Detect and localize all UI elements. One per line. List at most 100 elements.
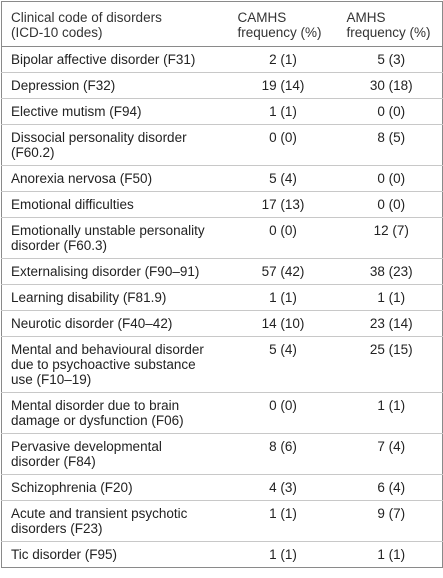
disorder-name: Emotionally unstable personality xyxy=(11,223,205,238)
disorder-name: Mental and behavioural disorder xyxy=(11,342,204,357)
disorder-name: Neurotic disorder (F40–42) xyxy=(11,316,173,331)
table-row: Depression (F32) 19 (14) 30 (18) xyxy=(1,72,443,99)
amhs-frequency: 30 (18) xyxy=(340,72,443,99)
amhs-frequency: 8 (5) xyxy=(340,124,443,166)
header-text: frequency (%) xyxy=(346,25,431,40)
camhs-frequency: 5 (4) xyxy=(225,336,341,393)
disorder-name: Depression (F32) xyxy=(11,78,116,93)
header-text: Clinical code of disorders xyxy=(11,10,162,25)
disorder-name: disorder (F84) xyxy=(11,454,96,469)
disorder-name: Bipolar affective disorder (F31) xyxy=(11,52,196,67)
disorder-name: Anorexia nervosa (F50) xyxy=(11,171,153,186)
disorder-cell: Acute and transient psychotic disorders (… xyxy=(1,500,226,542)
table-body: Bipolar affective disorder (F31) 2 (1) 5 (… xyxy=(1,46,443,568)
disorder-cell: Tic disorder (F95) xyxy=(1,541,226,568)
camhs-frequency: 0 (0) xyxy=(225,124,341,166)
amhs-frequency: 12 (7) xyxy=(340,217,443,259)
camhs-frequency: 1 (1) xyxy=(225,284,341,311)
camhs-frequency: 0 (0) xyxy=(225,392,341,434)
disorder-name: Elective mutism (F94) xyxy=(11,104,142,119)
camhs-frequency: 19 (14) xyxy=(225,72,341,99)
amhs-frequency: 0 (0) xyxy=(340,191,443,218)
disorder-cell: Bipolar affective disorder (F31) xyxy=(1,46,226,73)
amhs-frequency: 7 (4) xyxy=(340,433,443,475)
disorder-cell: Mental and behavioural disorder due to ps… xyxy=(1,336,226,393)
table-row: Elective mutism (F94) 1 (1) 0 (0) xyxy=(1,98,443,125)
camhs-frequency: 57 (42) xyxy=(225,258,341,285)
amhs-frequency: 1 (1) xyxy=(340,284,443,311)
amhs-frequency: 23 (14) xyxy=(340,310,443,337)
disorder-cell: Externalising disorder (F90–91) xyxy=(1,258,226,285)
disorder-name: Pervasive developmental xyxy=(11,439,162,454)
camhs-frequency: 4 (3) xyxy=(225,474,341,501)
amhs-frequency: 0 (0) xyxy=(340,165,443,192)
table-row: Learning disability (F81.9) 1 (1) 1 (1) xyxy=(1,284,443,311)
disorder-name: Emotional difficulties xyxy=(11,197,134,212)
disorder-name: disorder (F60.3) xyxy=(11,238,108,253)
table-row: Acute and transient psychotic disorders (… xyxy=(1,500,443,542)
header-cell: Clinical code of disorders (ICD-10 codes) xyxy=(1,1,226,47)
amhs-frequency: 38 (23) xyxy=(340,258,443,285)
table-row: Externalising disorder (F90–91) 57 (42) 38… xyxy=(1,258,443,285)
disorder-cell: Learning disability (F81.9) xyxy=(1,284,226,311)
header-text: AMHS xyxy=(346,10,386,25)
disorder-name: damage or dysfunction (F06) xyxy=(11,413,184,428)
disorder-cell: Emotional difficulties xyxy=(1,191,226,218)
disorders-table: Clinical code of disorders (ICD-10 codes)… xyxy=(1,1,443,568)
amhs-frequency: 1 (1) xyxy=(340,392,443,434)
disorder-name: Acute and transient psychotic xyxy=(11,506,188,521)
table-row: Anorexia nervosa (F50) 5 (4) 0 (0) xyxy=(1,165,443,192)
disorder-cell: Pervasive developmental disorder (F84) xyxy=(1,433,226,475)
amhs-frequency: 25 (15) xyxy=(340,336,443,393)
disorder-cell: Depression (F32) xyxy=(1,72,226,99)
camhs-frequency: 5 (4) xyxy=(225,165,341,192)
amhs-frequency: 5 (3) xyxy=(340,46,443,73)
disorder-cell: Mental disorder due to brain damage or dy… xyxy=(1,392,226,434)
disorder-name: Dissocial personality disorder xyxy=(11,130,187,145)
table-row: Emotionally unstable personality disorder… xyxy=(1,217,443,259)
table-row: Mental disorder due to brain damage or dy… xyxy=(1,392,443,434)
disorder-name: Learning disability (F81.9) xyxy=(11,290,167,305)
table-row: Neurotic disorder (F40–42) 14 (10) 23 (14) xyxy=(1,310,443,337)
camhs-frequency: 1 (1) xyxy=(225,500,341,542)
disorder-name: Tic disorder (F95) xyxy=(11,547,118,562)
disorder-cell: Elective mutism (F94) xyxy=(1,98,226,125)
disorder-name: Mental disorder due to brain xyxy=(11,398,180,413)
amhs-frequency: 6 (4) xyxy=(340,474,443,501)
table-row: Dissocial personality disorder (F60.2) 0 (… xyxy=(1,124,443,166)
header-cell: AMHS frequency (%) xyxy=(340,1,443,47)
header-text: (ICD-10 codes) xyxy=(11,25,103,40)
disorder-name: disorders (F23) xyxy=(11,521,103,536)
header-cell: CAMHS frequency (%) xyxy=(225,1,341,47)
table-row: Bipolar affective disorder (F31) 2 (1) 5 (… xyxy=(1,46,443,73)
disorder-name: Schizophrenia (F20) xyxy=(11,480,133,495)
disorder-name: use (F10–19) xyxy=(11,372,92,387)
amhs-frequency: 0 (0) xyxy=(340,98,443,125)
disorder-cell: Emotionally unstable personality disorder… xyxy=(1,217,226,259)
camhs-frequency: 1 (1) xyxy=(225,541,341,568)
disorder-cell: Anorexia nervosa (F50) xyxy=(1,165,226,192)
disorder-cell: Dissocial personality disorder (F60.2) xyxy=(1,124,226,166)
camhs-frequency: 0 (0) xyxy=(225,217,341,259)
disorder-name: due to psychoactive substance xyxy=(11,357,196,372)
amhs-frequency: 1 (1) xyxy=(340,541,443,568)
disorder-name: (F60.2) xyxy=(11,145,55,160)
table-row: Pervasive developmental disorder (F84) 8 (… xyxy=(1,433,443,475)
camhs-frequency: 1 (1) xyxy=(225,98,341,125)
camhs-frequency: 2 (1) xyxy=(225,46,341,73)
header-text: frequency (%) xyxy=(237,25,322,40)
table-row: Schizophrenia (F20) 4 (3) 6 (4) xyxy=(1,474,443,501)
camhs-frequency: 14 (10) xyxy=(225,310,341,337)
table-row: Emotional difficulties 17 (13) 0 (0) xyxy=(1,191,443,218)
disorder-name: Externalising disorder (F90–91) xyxy=(11,264,200,279)
camhs-frequency: 8 (6) xyxy=(225,433,341,475)
camhs-frequency: 17 (13) xyxy=(225,191,341,218)
table-row: Mental and behavioural disorder due to ps… xyxy=(1,336,443,393)
amhs-frequency: 9 (7) xyxy=(340,500,443,542)
table-row: Tic disorder (F95) 1 (1) 1 (1) xyxy=(1,541,443,568)
disorder-cell: Neurotic disorder (F40–42) xyxy=(1,310,226,337)
header-row: Clinical code of disorders (ICD-10 codes)… xyxy=(1,1,443,47)
disorder-cell: Schizophrenia (F20) xyxy=(1,474,226,501)
header-text: CAMHS xyxy=(237,10,287,25)
